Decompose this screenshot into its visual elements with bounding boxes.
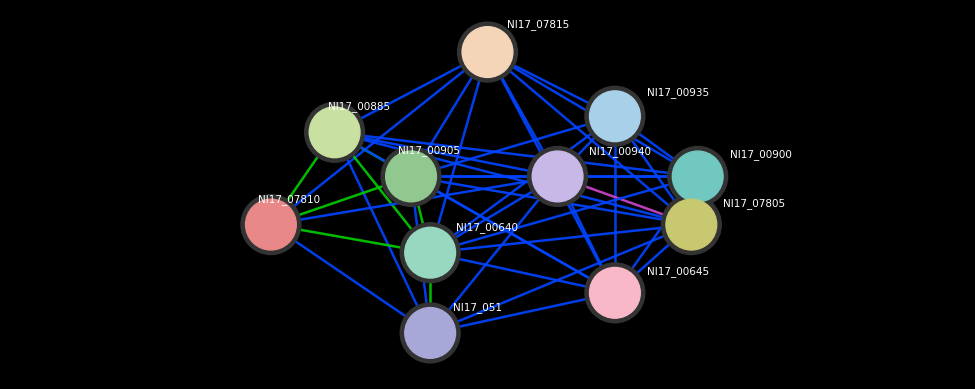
Ellipse shape — [241, 194, 301, 254]
Text: NI17_00640: NI17_00640 — [455, 223, 518, 233]
Ellipse shape — [462, 27, 513, 77]
Ellipse shape — [309, 107, 360, 158]
Ellipse shape — [386, 151, 437, 202]
Text: NI17_051: NI17_051 — [453, 302, 502, 313]
Text: NI17_00905: NI17_00905 — [399, 145, 460, 156]
Ellipse shape — [532, 151, 583, 202]
Ellipse shape — [585, 86, 644, 146]
Ellipse shape — [305, 102, 365, 162]
Text: NI17_07815: NI17_07815 — [507, 19, 568, 30]
Ellipse shape — [381, 147, 441, 207]
Text: NI17_00900: NI17_00900 — [729, 149, 792, 160]
Ellipse shape — [673, 151, 723, 202]
Text: NI17_07810: NI17_07810 — [258, 194, 321, 205]
Text: NI17_00935: NI17_00935 — [646, 87, 709, 98]
Text: NI17_07805: NI17_07805 — [723, 198, 785, 209]
Ellipse shape — [405, 227, 455, 278]
Ellipse shape — [401, 303, 460, 363]
Ellipse shape — [590, 91, 641, 142]
Ellipse shape — [585, 263, 644, 323]
Text: NI17_00645: NI17_00645 — [646, 266, 709, 277]
Ellipse shape — [405, 308, 455, 358]
Text: NI17_00940: NI17_00940 — [590, 146, 651, 157]
Ellipse shape — [590, 268, 641, 318]
Ellipse shape — [527, 147, 588, 207]
Ellipse shape — [668, 147, 727, 207]
Ellipse shape — [457, 22, 518, 82]
Ellipse shape — [246, 199, 296, 250]
Text: NI17_00885: NI17_00885 — [329, 101, 390, 112]
Ellipse shape — [401, 223, 460, 283]
Ellipse shape — [661, 194, 722, 254]
Ellipse shape — [666, 199, 717, 250]
